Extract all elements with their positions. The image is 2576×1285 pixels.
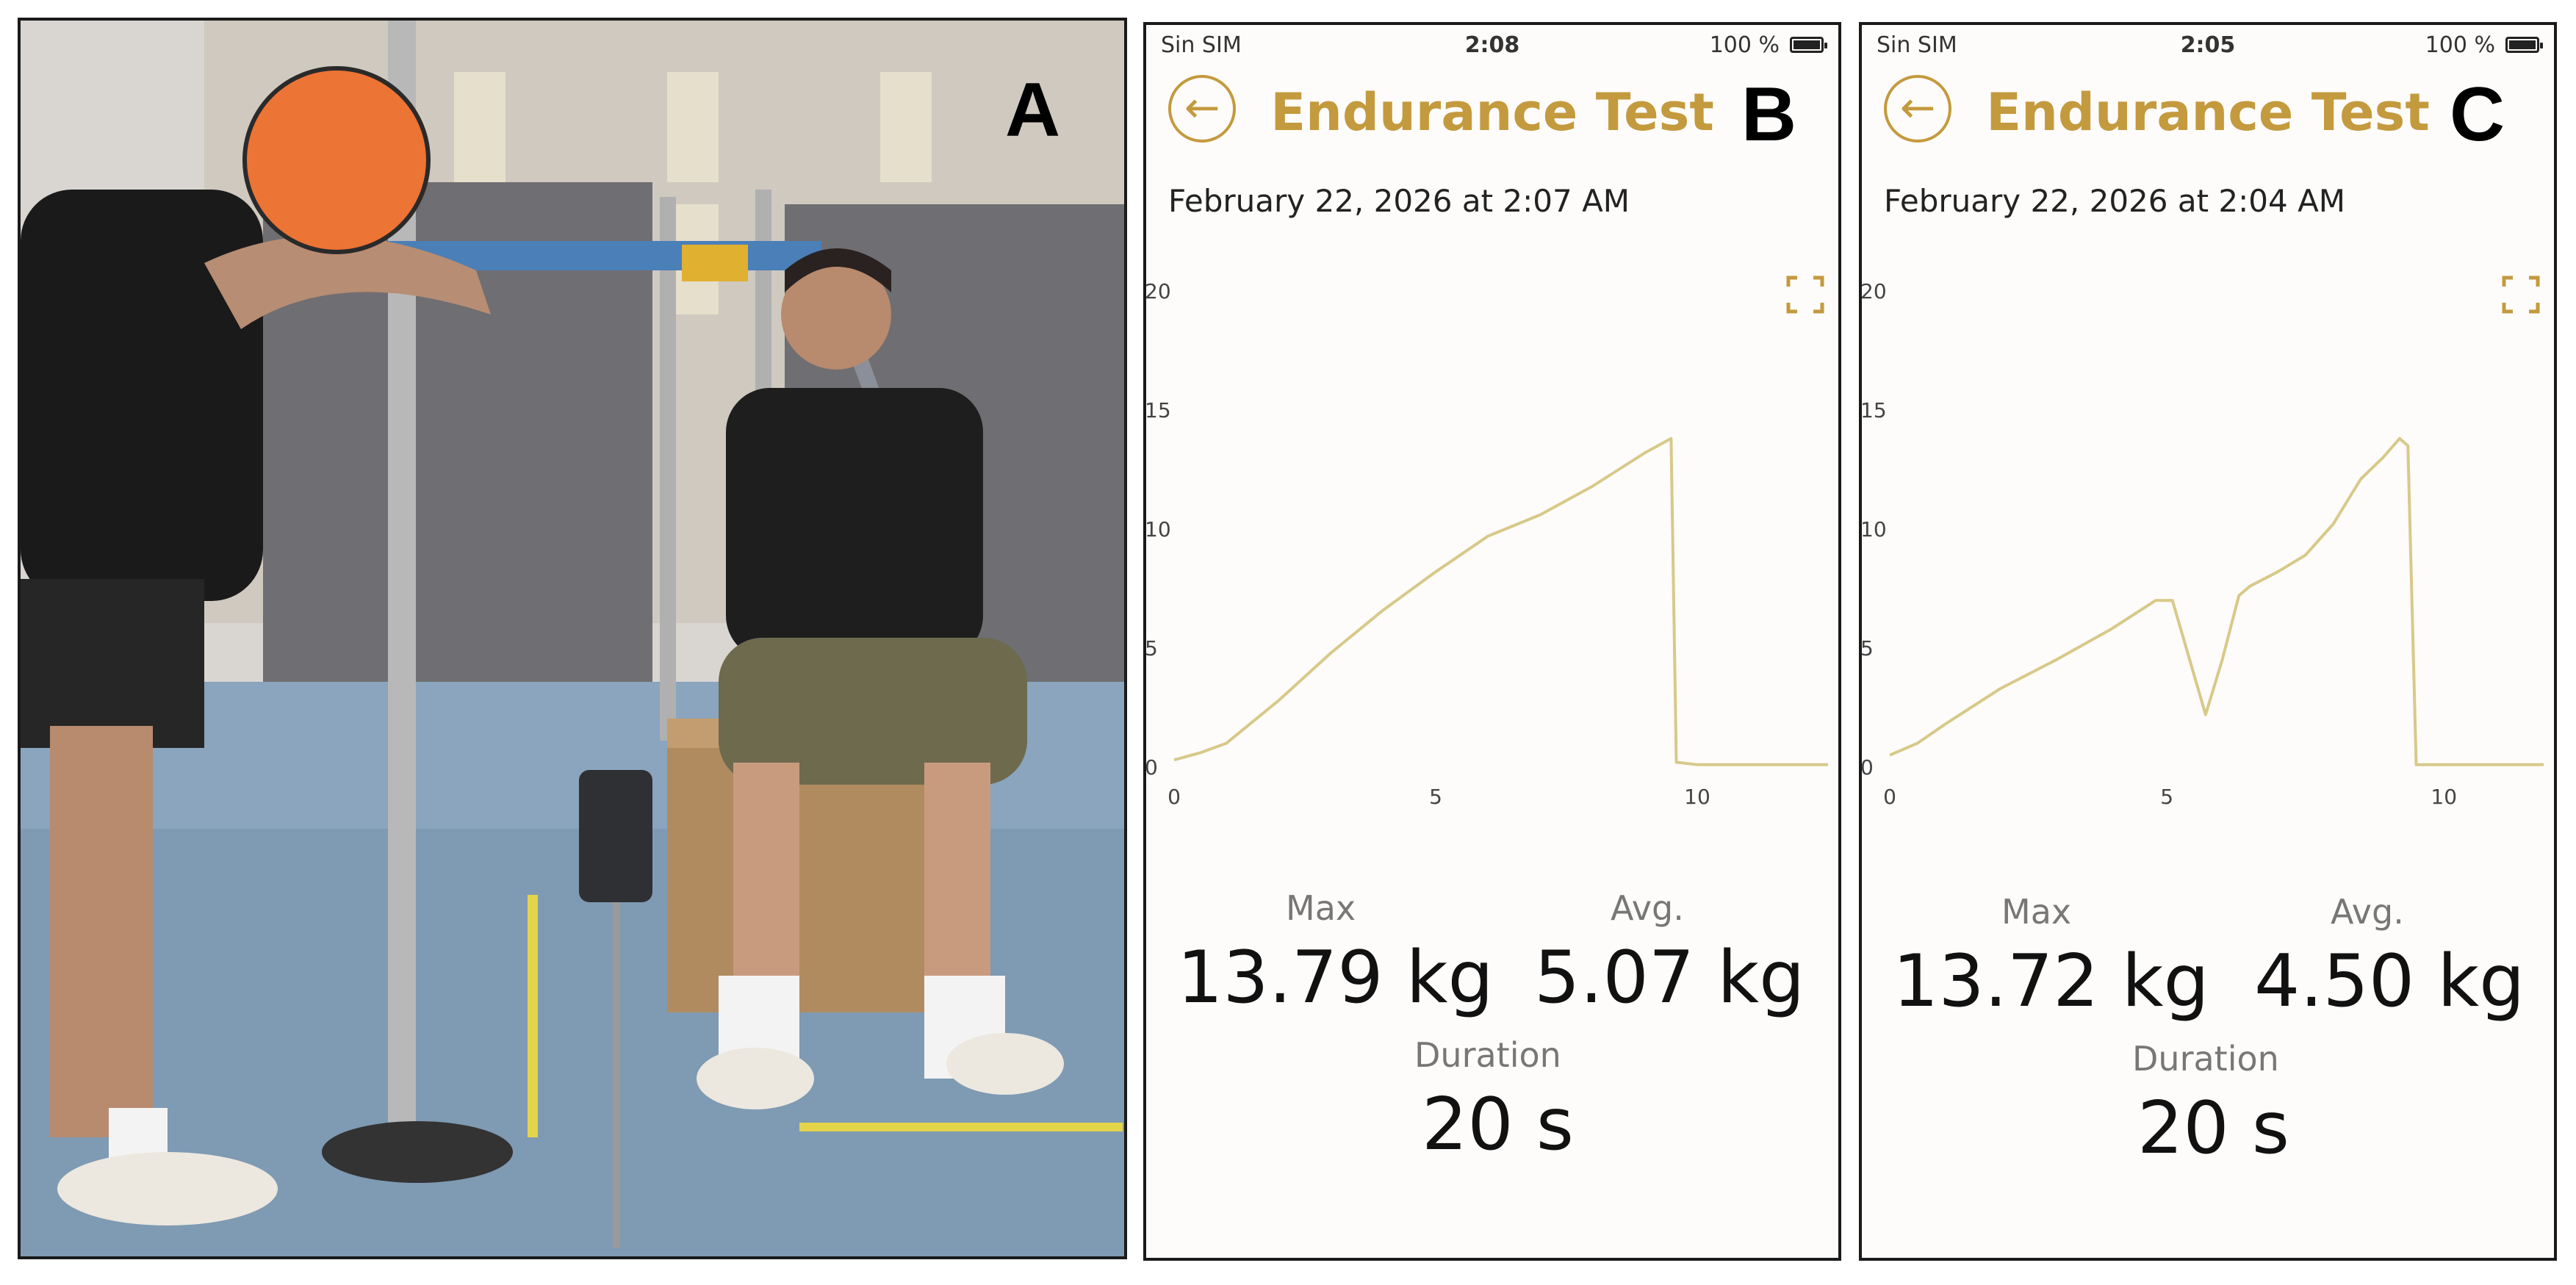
test-date: February 22, 2026 at 2:04 AM [1884, 183, 2346, 219]
carrier-label: Sin SIM [1161, 32, 1242, 58]
screen-title: Endurance Test [1986, 82, 2430, 143]
status-bar: Sin SIM 2:05 100 % [1862, 32, 2554, 69]
panel-label-b: B [1741, 72, 1797, 157]
max-value: 13.79 kg [1177, 936, 1494, 1020]
panel-label-a: A [1005, 68, 1061, 153]
clock: 2:08 [1464, 32, 1520, 58]
duration-label: Duration [2132, 1039, 2279, 1079]
y-tick-label-0: 0 [1862, 755, 1874, 780]
avg-label: Avg. [1611, 888, 1684, 928]
y-tick-label-1: 5 [1862, 636, 1874, 661]
x-tick-label-0: 0 [1168, 785, 1181, 809]
avg-value: 4.50 kg [2254, 940, 2525, 1023]
x-tick-label-1: 5 [1429, 785, 1442, 809]
y-tick-label-3: 15 [1146, 398, 1171, 422]
x-tick-label-0: 0 [1883, 785, 1896, 809]
battery-percent: 100 % [1709, 32, 1780, 58]
duration-value: 20 s [1422, 1083, 1574, 1167]
y-tick-label-4: 20 [1862, 279, 1887, 303]
clock: 2:05 [2180, 32, 2236, 58]
back-arrow-button[interactable]: ← [1168, 75, 1236, 143]
status-bar: Sin SIM 2:08 100 % [1146, 32, 1838, 69]
battery-icon [2505, 37, 2543, 53]
back-arrow-button[interactable]: ← [1884, 75, 1951, 143]
y-tick-label-1: 5 [1146, 636, 1158, 661]
y-tick-label-3: 15 [1862, 398, 1887, 422]
fullscreen-expand-icon[interactable] [2501, 275, 2541, 314]
avg-value: 5.07 kg [1534, 936, 1805, 1020]
carrier-label: Sin SIM [1877, 32, 1957, 58]
x-tick-label-1: 5 [2160, 785, 2173, 809]
y-tick-label-4: 20 [1146, 279, 1171, 303]
y-tick-label-2: 10 [1146, 517, 1171, 541]
battery-icon [1790, 37, 1827, 53]
panel-label-c: C [2450, 72, 2505, 157]
max-label: Max [1286, 888, 1356, 928]
force-time-chart: 0 5 10 15 20 0 5 10 [1146, 279, 1828, 809]
phone-screen-c: Sin SIM 2:05 100 % ← Endurance Test Febr… [1859, 22, 2557, 1261]
avg-label: Avg. [2331, 892, 2404, 932]
y-tick-label-2: 10 [1862, 517, 1887, 541]
force-series-line-0 [1889, 436, 2544, 766]
max-value: 13.72 kg [1893, 940, 2209, 1023]
photo-panel: A [18, 18, 1127, 1259]
force-series-line-0 [1173, 436, 1828, 766]
screen-title: Endurance Test [1270, 82, 1714, 143]
fullscreen-expand-icon[interactable] [1785, 275, 1825, 314]
duration-label: Duration [1414, 1035, 1561, 1075]
duration-value: 20 s [2137, 1087, 2289, 1170]
battery-percent: 100 % [2425, 32, 2495, 58]
force-time-chart: 0 5 10 15 20 0 5 10 [1862, 279, 2544, 809]
test-date: February 22, 2026 at 2:07 AM [1168, 183, 1630, 219]
x-tick-label-2: 10 [2431, 785, 2457, 809]
phone-screen-b: Sin SIM 2:08 100 % ← Endurance Test Febr… [1143, 22, 1841, 1261]
y-tick-label-0: 0 [1146, 755, 1158, 780]
lab-photo-illustration [21, 21, 1124, 1256]
x-tick-label-2: 10 [1684, 785, 1710, 809]
max-label: Max [2001, 892, 2072, 932]
